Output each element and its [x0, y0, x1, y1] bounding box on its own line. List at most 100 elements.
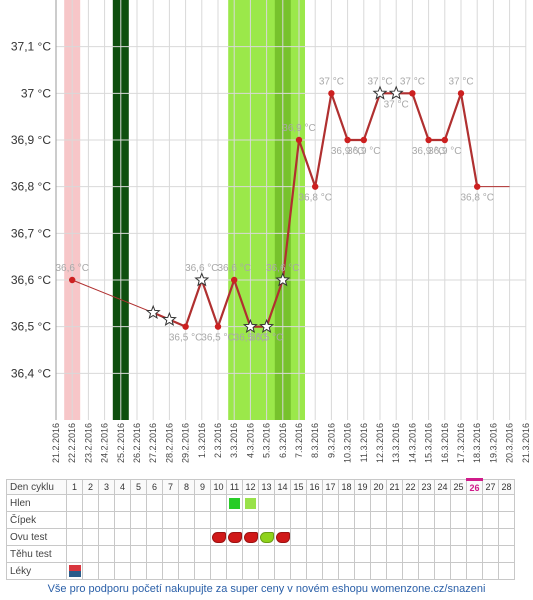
day-cell[interactable] [162, 494, 179, 512]
day-cell[interactable] [434, 528, 451, 546]
day-cell[interactable] [130, 494, 147, 512]
temperature-point[interactable] [295, 136, 303, 144]
day-cell[interactable] [130, 528, 147, 546]
day-cell[interactable] [386, 494, 403, 512]
day-cell[interactable] [114, 511, 131, 529]
day-cell[interactable] [130, 545, 147, 563]
day-cell[interactable] [354, 511, 371, 529]
day-cell[interactable] [82, 494, 99, 512]
day-cell[interactable] [114, 528, 131, 546]
day-cell[interactable] [418, 562, 435, 580]
temperature-point-star[interactable] [275, 272, 291, 287]
temperature-point[interactable] [328, 90, 335, 97]
day-cell[interactable] [370, 545, 387, 563]
temperature-point[interactable] [457, 90, 465, 97]
day-cell[interactable] [402, 545, 419, 563]
day-cell[interactable] [290, 511, 307, 529]
day-cell[interactable] [226, 562, 243, 580]
day-cell[interactable] [226, 494, 243, 512]
day-cell[interactable] [450, 494, 467, 512]
day-cell[interactable] [466, 545, 483, 563]
day-cell[interactable] [370, 528, 387, 546]
day-cell[interactable] [258, 562, 275, 580]
day-cell[interactable] [498, 511, 515, 529]
day-cell[interactable] [306, 562, 323, 580]
day-cell[interactable] [434, 494, 451, 512]
day-cell[interactable] [434, 562, 451, 580]
day-cell[interactable] [386, 562, 403, 580]
day-cell[interactable] [162, 528, 179, 546]
day-cell[interactable] [178, 545, 195, 563]
day-cell[interactable] [370, 562, 387, 580]
day-cell[interactable] [66, 562, 83, 580]
day-cell[interactable] [386, 545, 403, 563]
day-cell[interactable] [466, 494, 483, 512]
day-cell[interactable] [322, 545, 339, 563]
temperature-point[interactable] [214, 323, 222, 330]
day-cell[interactable] [194, 562, 211, 580]
day-cell[interactable] [466, 562, 483, 580]
temperature-point-star[interactable] [372, 85, 388, 100]
temperature-point-star[interactable] [259, 318, 275, 334]
day-cell[interactable] [338, 528, 355, 546]
temperature-point-star[interactable] [388, 85, 404, 100]
day-cell[interactable] [274, 494, 291, 512]
day-cell[interactable] [386, 528, 403, 546]
day-cell[interactable] [402, 528, 419, 546]
temperature-point[interactable] [441, 136, 448, 144]
day-cell[interactable] [114, 562, 131, 580]
day-cell[interactable] [226, 511, 243, 529]
day-cell[interactable] [450, 545, 467, 563]
day-cell[interactable] [482, 528, 499, 546]
day-cell[interactable] [210, 511, 227, 529]
day-cell[interactable] [242, 511, 259, 529]
day-cell[interactable] [306, 511, 323, 529]
day-cell[interactable] [66, 528, 83, 546]
day-cell[interactable] [274, 562, 291, 580]
day-cell[interactable] [370, 511, 387, 529]
day-cell[interactable] [98, 545, 115, 563]
day-cell[interactable] [210, 528, 227, 546]
day-cell[interactable] [402, 511, 419, 529]
day-cell[interactable] [226, 528, 243, 546]
day-cell[interactable] [322, 494, 339, 512]
temperature-point[interactable] [344, 136, 351, 144]
day-cell[interactable] [402, 494, 419, 512]
day-cell[interactable] [306, 494, 323, 512]
day-cell[interactable] [354, 545, 371, 563]
day-cell[interactable] [290, 562, 307, 580]
day-cell[interactable] [274, 511, 291, 529]
day-cell[interactable] [242, 562, 259, 580]
day-cell[interactable] [66, 545, 83, 563]
day-cell[interactable] [226, 545, 243, 563]
footer-promo-link[interactable]: Vše pro podporu početí nakupujte za supe… [47, 583, 486, 595]
day-cell[interactable] [466, 511, 483, 529]
temperature-point[interactable] [360, 136, 367, 144]
day-cell[interactable] [322, 511, 339, 529]
day-cell[interactable] [146, 494, 163, 512]
day-cell[interactable] [290, 528, 307, 546]
day-cell[interactable] [162, 511, 179, 529]
day-cell[interactable] [194, 528, 211, 546]
day-cell[interactable] [98, 494, 115, 512]
day-cell[interactable] [146, 511, 163, 529]
day-cell[interactable] [498, 562, 515, 580]
day-cell[interactable] [178, 494, 195, 512]
day-cell[interactable] [114, 545, 131, 563]
temperature-point-star[interactable] [242, 318, 258, 334]
day-cell[interactable] [82, 511, 99, 529]
day-cell[interactable] [210, 562, 227, 580]
day-cell[interactable] [178, 562, 195, 580]
day-cell[interactable] [146, 545, 163, 563]
day-cell[interactable] [418, 494, 435, 512]
day-cell[interactable] [66, 494, 83, 512]
day-cell[interactable] [434, 545, 451, 563]
day-cell[interactable] [338, 511, 355, 529]
day-cell[interactable] [210, 545, 227, 563]
day-cell[interactable] [498, 545, 515, 563]
temperature-point[interactable] [425, 136, 432, 144]
day-cell[interactable] [98, 528, 115, 546]
day-cell[interactable] [98, 511, 115, 529]
temperature-point[interactable] [474, 183, 481, 190]
day-cell[interactable] [242, 528, 259, 546]
